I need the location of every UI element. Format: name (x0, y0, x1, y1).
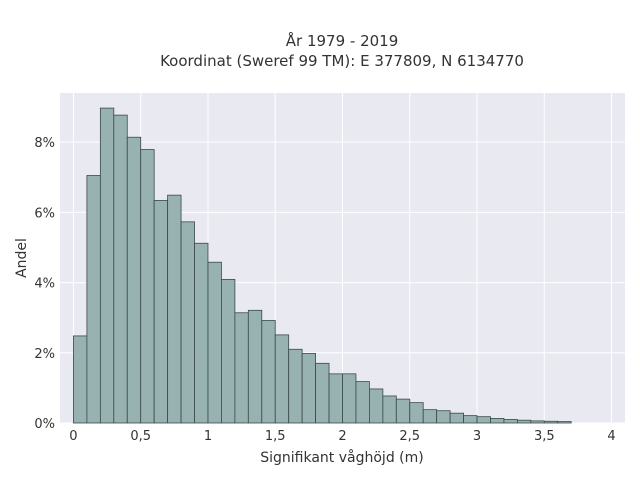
histogram-bar (516, 419, 532, 424)
histogram-bar (153, 200, 169, 424)
y-tick-label: 8% (34, 136, 55, 151)
histogram-bar (557, 421, 572, 424)
histogram-bar (355, 381, 370, 424)
histogram-bar (180, 221, 195, 424)
x-axis-title: Signifikant våghöjd (m) (260, 449, 423, 466)
y-tick-label: 2% (34, 347, 55, 362)
histogram-bar (113, 114, 128, 424)
tick-labels: 0 0,5 1 1,5 2 2,5 3 3,5 4 0% 2% 4% 6% 8% (34, 136, 615, 444)
histogram-bar (194, 242, 209, 424)
y-tick-label: 0% (34, 417, 55, 432)
y-axis-title: Andel (14, 238, 30, 278)
histogram-bar (328, 373, 343, 424)
histogram-bar (436, 410, 451, 424)
histogram-bar (99, 107, 115, 424)
histogram-bar (476, 416, 491, 424)
histogram-bar (490, 418, 505, 424)
histogram-bar (140, 149, 155, 424)
histogram-bar (126, 136, 142, 424)
histogram-bar (247, 309, 263, 424)
histogram-bar (86, 175, 101, 424)
histogram-bar (382, 395, 397, 424)
histogram-bar (221, 279, 236, 424)
x-tick-label: 3 (473, 429, 481, 444)
chart-title-line-2: Koordinat (Sweref 99 TM): E 377809, N 61… (160, 52, 524, 70)
histogram-bar (369, 388, 384, 424)
histogram-bar (409, 402, 424, 424)
y-tick-label: 4% (34, 277, 55, 292)
histogram-bar (315, 362, 330, 424)
histogram-bar (301, 353, 316, 424)
y-tick-label: 6% (34, 206, 55, 221)
x-tick-label: 1 (204, 429, 212, 444)
x-tick-label: 2,5 (399, 429, 420, 444)
x-tick-label: 2 (338, 429, 346, 444)
histogram-bar (207, 261, 222, 424)
histogram-bar (288, 348, 303, 424)
histogram-bar (342, 373, 357, 424)
histogram-bar (261, 320, 276, 424)
x-tick-label: 1,5 (265, 429, 286, 444)
histogram-bar (234, 312, 249, 424)
histogram-bar (463, 415, 478, 424)
histogram-bar (274, 334, 290, 424)
histogram-bar (167, 194, 182, 424)
histogram-bar (395, 398, 411, 424)
histogram-bar (73, 335, 88, 424)
chart-title-line-1: År 1979 - 2019 (286, 31, 399, 50)
histogram-bar (449, 412, 464, 424)
x-tick-label: 3,5 (534, 429, 555, 444)
histogram-bar (530, 420, 545, 424)
x-tick-label: 4 (607, 429, 615, 444)
x-tick-label: 0 (69, 429, 77, 444)
histogram-bar (422, 409, 438, 424)
histogram-bar (503, 419, 518, 424)
bars (73, 107, 572, 424)
histogram-bar (543, 420, 559, 424)
x-tick-label: 0,5 (130, 429, 151, 444)
